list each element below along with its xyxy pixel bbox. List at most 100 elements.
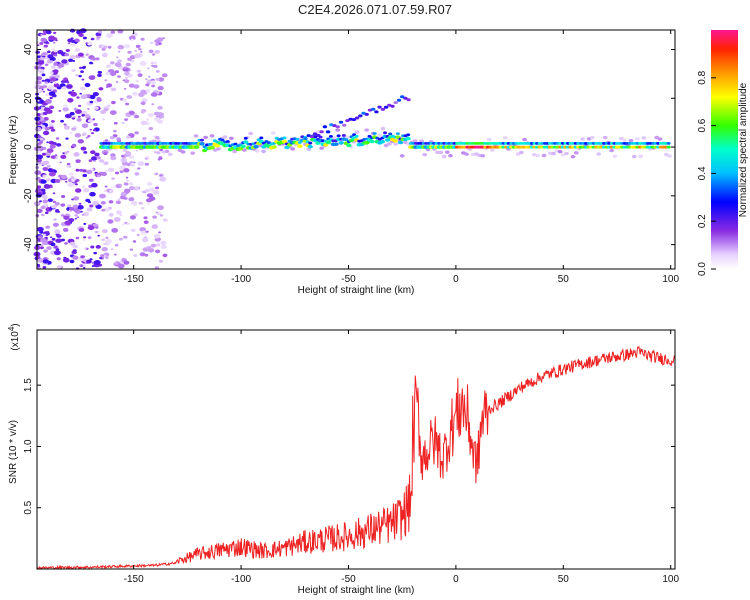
spectrogram-cell — [77, 115, 81, 118]
spectrogram-y-tick-label: -40 — [23, 237, 34, 252]
spectrogram-cell — [145, 189, 150, 193]
spectrogram-cell — [319, 130, 324, 134]
spectrogram-cell — [322, 125, 328, 129]
spectrogram-cell — [377, 105, 382, 109]
spectrogram-cell — [148, 49, 154, 54]
spectrogram-cell — [522, 137, 527, 142]
spectrogram-cell — [80, 255, 85, 259]
spectrogram-cell — [145, 83, 150, 87]
spectrogram-cell — [93, 260, 101, 265]
spectrogram-cell — [124, 79, 130, 84]
spectrogram-cell — [101, 171, 107, 177]
spectrogram-cell — [149, 196, 156, 201]
spectrogram-cell — [374, 110, 379, 114]
spectrogram-cell — [151, 224, 158, 229]
snr-x-ticks: -150 -100 -50 0 50 100 — [124, 330, 679, 585]
spectrogram-cell — [36, 158, 42, 163]
spectrogram-cell — [137, 167, 141, 170]
spectrogram-cell — [36, 154, 43, 160]
spectrogram-cell — [158, 259, 163, 263]
spectrogram-cell — [130, 163, 134, 167]
spectrogram-cell — [45, 93, 50, 96]
spectrogram-cell — [148, 187, 156, 192]
spectrogram-cell — [82, 133, 86, 136]
spectrogram-cell — [139, 227, 147, 232]
spectrogram-cell — [110, 87, 117, 92]
spectrogram-cell — [77, 52, 84, 57]
spectrogram-cell — [97, 70, 103, 74]
spectrogram-cell — [63, 125, 70, 130]
spectrogram-cell — [98, 87, 104, 91]
spectrogram-cell — [140, 37, 145, 41]
spectrogram-cell — [53, 54, 58, 57]
spectrogram-cell — [631, 154, 637, 159]
spectrogram-cell — [91, 57, 96, 61]
spectrogram-cell — [40, 37, 48, 43]
spectrogram-cell — [87, 135, 91, 138]
spectrogram-cell — [39, 200, 42, 203]
spectrogram-cell — [146, 245, 152, 250]
spectrogram-cell — [36, 185, 42, 189]
spectrogram-cell — [386, 142, 392, 146]
spectrogram-cell — [116, 56, 119, 59]
spectrogram-cell — [65, 180, 68, 183]
spectrogram-cell — [40, 205, 46, 210]
spectrogram-cell — [570, 155, 576, 159]
spectrogram-cell — [155, 249, 161, 254]
spectrogram-cell — [81, 66, 86, 69]
spectrogram-cell — [490, 148, 495, 152]
spectrogram-cell — [125, 151, 132, 156]
spectrogram-cell — [36, 80, 42, 84]
spectrogram-cell — [53, 218, 57, 221]
spectrogram-cell — [71, 68, 76, 73]
spectrogram-cell — [151, 103, 155, 106]
spectrogram-cell — [95, 226, 99, 229]
spectrogram-cell — [129, 186, 135, 191]
spectrogram-cell — [127, 50, 132, 54]
spectrogram-cell — [313, 132, 318, 136]
spectrogram-ylabel: Frequency (Hz) — [8, 116, 19, 185]
spectrogram-cell — [486, 137, 492, 142]
spectrogram-cell — [35, 50, 40, 54]
spectrogram-cell — [143, 216, 148, 220]
spectrogram-cell — [55, 137, 60, 140]
spectrogram-cell — [91, 265, 95, 267]
spectrogram-cell — [380, 126, 386, 131]
spectrogram-cell — [85, 53, 89, 56]
spectrogram-cell — [354, 134, 359, 138]
snr-panel: -150 -100 -50 0 50 100 0.5 1.0 1.5 Height of st… — [7, 323, 679, 596]
spectrogram-cell — [51, 48, 55, 51]
spectrogram-cell — [129, 248, 133, 251]
spectrogram-cell — [64, 53, 70, 57]
spectrogram-cell — [110, 71, 117, 76]
spectrogram-cell — [42, 174, 47, 178]
spectrogram-cell — [388, 132, 393, 136]
spectrogram-cell — [97, 234, 100, 237]
spectrogram-cell — [69, 259, 75, 264]
spectrogram-cell — [62, 257, 70, 263]
spectrogram-cell — [124, 44, 130, 49]
spectrogram-cell — [140, 120, 147, 126]
spectrogram-cell — [46, 141, 49, 144]
spectrogram-cell — [133, 254, 138, 257]
spectrogram-cell — [154, 172, 159, 176]
spectrogram-cell — [232, 149, 238, 154]
spectrogram-cell — [153, 197, 156, 200]
spectrogram-cell — [638, 154, 643, 158]
spectrogram-cell — [392, 139, 398, 143]
spectrogram-cell — [80, 94, 88, 100]
spectrogram-cell — [316, 130, 321, 134]
spectrogram-cell — [104, 169, 108, 172]
spectrogram-cell — [519, 150, 524, 155]
spectrogram-cell — [154, 50, 160, 54]
spectrogram-cell — [53, 31, 57, 34]
spectrogram-cell — [99, 193, 106, 199]
spectrogram-cell — [107, 104, 111, 107]
spectrogram-cell — [49, 96, 53, 100]
spectrogram-cell — [380, 107, 386, 111]
spectrogram-cell — [98, 30, 103, 34]
spectrogram-cell — [93, 122, 98, 127]
spectrogram-cell — [46, 148, 54, 154]
spectrogram-cell — [105, 256, 109, 260]
spectrogram-cell — [42, 32, 47, 36]
